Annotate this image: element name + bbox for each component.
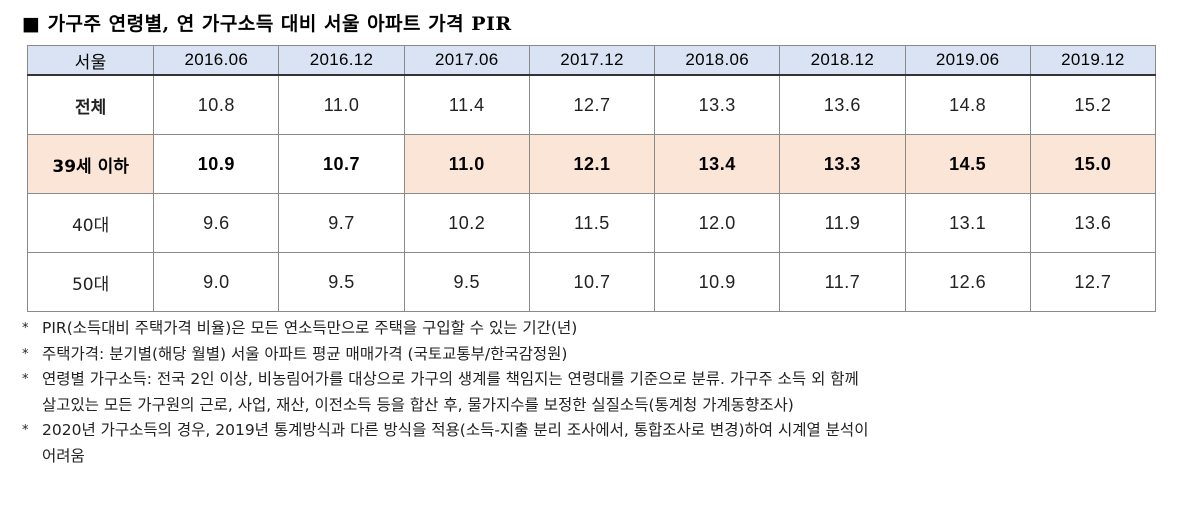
column-header: 2019.06: [904, 45, 1031, 76]
table-cell: 14.8: [904, 74, 1031, 135]
table-cell: 10.7: [278, 134, 405, 194]
footnote-text: PIR(소득대비 주택가격 비율)은 모든 연소득만으로 주택을 구입할 수 있…: [42, 319, 578, 337]
row-label: 50대: [26, 252, 155, 312]
table-cell: 11.7: [779, 252, 906, 312]
column-header: 2017.12: [528, 45, 656, 76]
asterisk-mark: *: [22, 346, 29, 362]
footnote-item: * 주택가격: 분기별(해당 월별) 서울 아파트 평균 매매가격 (국토교통부…: [22, 342, 1172, 368]
column-header: 2018.06: [654, 45, 781, 76]
footnotes: * PIR(소득대비 주택가격 비율)은 모든 연소득만으로 주택을 구입할 수…: [22, 316, 1172, 469]
table-cell: 13.6: [1029, 193, 1157, 253]
table-cell: 12.1: [528, 134, 656, 194]
table-row: 전체 10.8 11.0 11.4 12.7 13.3 13.6 14.8 15…: [26, 74, 1157, 135]
column-header: 2018.12: [779, 45, 906, 76]
asterisk-mark: *: [22, 372, 29, 387]
table-row-highlighted: 39세 이하 10.9 10.7 11.0 12.1 13.4 13.3 14.…: [26, 134, 1157, 194]
table-cell: 14.5: [904, 134, 1031, 194]
table-cell: 10.7: [528, 252, 656, 312]
column-header: 2016.06: [153, 45, 280, 76]
table-cell: 15.2: [1029, 74, 1157, 135]
table-row: 40대 9.6 9.7 10.2 11.5 12.0 11.9 13.1 13.…: [26, 193, 1157, 253]
table-header-row: 서울 2016.06 2016.12 2017.06 2017.12 2018.…: [26, 45, 1157, 76]
table-cell: 12.7: [1029, 252, 1157, 312]
asterisk-mark: *: [22, 321, 29, 336]
table-cell: 9.0: [153, 252, 280, 312]
table-row: 50대 9.0 9.5 9.5 10.7 10.9 11.7 12.6 12.7: [26, 252, 1157, 312]
footnote-text: 연령별 가구소득: 전국 2인 이상, 비농림어가를 대상으로 가구의 생계를 …: [42, 370, 859, 414]
footnote-item: * 연령별 가구소득: 전국 2인 이상, 비농림어가를 대상으로 가구의 생계…: [22, 367, 1172, 418]
table-cell: 10.2: [403, 193, 530, 253]
column-header: 2019.12: [1029, 45, 1157, 76]
table-cell: 12.0: [654, 193, 781, 253]
table-cell: 11.0: [403, 134, 530, 194]
table-cell: 13.3: [779, 134, 906, 194]
column-header: 2016.12: [278, 45, 405, 76]
table-cell: 13.1: [904, 193, 1031, 253]
table-cell: 13.3: [654, 74, 781, 135]
footnote-text: 주택가격: 분기별(해당 월별) 서울 아파트 평균 매매가격 (국토교통부/한…: [42, 344, 568, 363]
column-header: 2017.06: [403, 45, 530, 76]
footnote-item: * PIR(소득대비 주택가격 비율)은 모든 연소득만으로 주택을 구입할 수…: [22, 316, 1172, 342]
table-cell: 10.8: [153, 74, 280, 135]
table-cell: 11.4: [403, 74, 530, 135]
table-cell: 9.5: [278, 252, 405, 312]
row-label: 39세 이하: [26, 134, 155, 194]
table-cell: 9.6: [153, 193, 280, 253]
row-label: 40대: [26, 193, 155, 253]
table-cell: 12.7: [528, 74, 656, 135]
header-corner: 서울: [26, 45, 155, 76]
asterisk-mark: *: [22, 423, 29, 438]
footnote-item: * 2020년 가구소득의 경우, 2019년 통계방식과 다른 방식을 적용(…: [22, 418, 1172, 469]
table-cell: 11.0: [278, 74, 405, 135]
table-cell: 13.6: [779, 74, 906, 135]
table-cell: 15.0: [1029, 134, 1157, 194]
table-cell: 11.5: [528, 193, 656, 253]
row-label: 전체: [26, 74, 155, 135]
table-cell: 9.7: [278, 193, 405, 253]
page-title: ■ 가구주 연령별, 연 가구소득 대비 서울 아파트 가격 PIR: [22, 13, 512, 35]
table-cell: 13.4: [654, 134, 781, 194]
table-cell: 11.9: [779, 193, 906, 253]
pir-table: 서울 2016.06 2016.12 2017.06 2017.12 2018.…: [26, 45, 1157, 312]
table-cell: 10.9: [654, 252, 781, 312]
table-cell: 9.5: [403, 252, 530, 312]
footnote-text: 2020년 가구소득의 경우, 2019년 통계방식과 다른 방식을 적용(소득…: [42, 421, 869, 465]
table-cell: 12.6: [904, 252, 1031, 312]
table-cell: 10.9: [153, 134, 280, 194]
